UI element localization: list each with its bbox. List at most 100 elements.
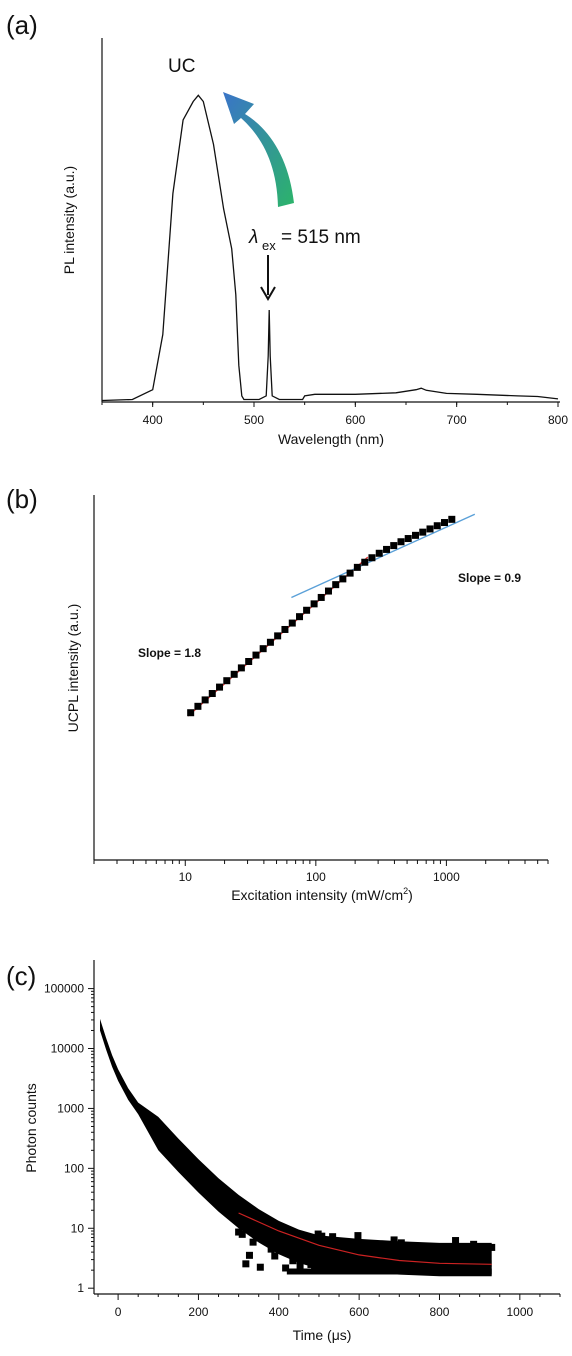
- panel-c-noise-point: [354, 1232, 362, 1240]
- panel-b-x-label: Excitation intensity (mW/cm2): [231, 886, 413, 903]
- panel-a-x-tick-label: 400: [143, 413, 163, 427]
- panel-a-y-label: PL intensity (a.u.): [61, 166, 77, 274]
- panel-c-y-tick-label: 100000: [44, 982, 84, 996]
- panel-c-noise-point: [264, 1235, 272, 1243]
- panel-b-data-point: [383, 545, 391, 553]
- panel-c-noise-point: [383, 1256, 391, 1264]
- panel-c-x-tick-label: 600: [349, 1305, 369, 1319]
- panel-b-data-point: [440, 519, 448, 527]
- panel-c-noise-point: [292, 1237, 300, 1245]
- panel-c-noise-point: [477, 1253, 485, 1261]
- panel-b-data-point: [353, 563, 361, 571]
- panel-c-x-tick-label: 800: [429, 1305, 449, 1319]
- panel-b-data-point: [208, 690, 216, 698]
- panel-b-data-point: [361, 558, 369, 566]
- panel-b-data-point: [296, 613, 304, 621]
- panel-c-noise-point: [368, 1256, 376, 1264]
- panel-b-data-point: [274, 632, 282, 640]
- panel-c-noise-point: [307, 1260, 315, 1268]
- panel-b-data-point: [237, 664, 245, 672]
- panel-c-noise-point: [318, 1232, 326, 1240]
- panel-b-data-point: [390, 542, 398, 550]
- panel-b-data-point: [324, 587, 332, 595]
- slope-1-label: Slope = 1.8: [138, 646, 201, 660]
- panel-a-x-ticks: 400 500 600 700 800: [101, 402, 568, 427]
- panel-b-data-point: [426, 525, 434, 533]
- panel-c-noise-point: [314, 1230, 322, 1238]
- panel-a-x-tick-label: 500: [244, 413, 264, 427]
- panel-c-noise-point: [303, 1248, 311, 1256]
- panel-c-noise-point: [358, 1252, 366, 1260]
- panel-c-y-tick-label: 1000: [57, 1101, 84, 1115]
- panel-c-noise-point: [372, 1262, 380, 1270]
- panel-b-data-points: [187, 515, 456, 717]
- upconversion-arrow: [223, 92, 294, 207]
- panel-b-data-point: [230, 670, 238, 678]
- panel-c-noise-point: [300, 1245, 308, 1253]
- panel-c-noise-point: [329, 1233, 337, 1241]
- panel-b-data-point: [346, 569, 354, 577]
- panel-c-noise-point: [452, 1237, 460, 1245]
- panel-c-noise-point: [350, 1261, 358, 1269]
- panel-c-y-tick-label: 10: [71, 1221, 85, 1235]
- panel-c-noise-point: [278, 1237, 286, 1245]
- panel-c-noise-point: [249, 1238, 257, 1246]
- lambda-subscript: ex: [262, 238, 276, 253]
- panel-c-y-tick-label: 100: [64, 1161, 84, 1175]
- panel-c-x-label: Time (μs): [293, 1327, 352, 1343]
- panel-c-noise-point: [238, 1230, 246, 1238]
- slope-2-label: Slope = 0.9: [458, 571, 521, 585]
- panel-c-noise-point: [480, 1259, 488, 1267]
- panel-c-noise-point: [419, 1246, 427, 1254]
- panel-c-noise-point: [448, 1247, 456, 1255]
- panel-b-data-point: [419, 528, 427, 536]
- panel-c-baseline-bar: [286, 1268, 492, 1275]
- panel-b-data-point: [339, 575, 347, 583]
- panel-c-noise-point: [361, 1260, 369, 1268]
- panel-c-noise-point: [343, 1243, 351, 1251]
- panel-c-noise-point: [325, 1251, 333, 1259]
- panel-c-y-tick-label: 10000: [51, 1042, 85, 1056]
- panel-c-noise-point: [285, 1245, 293, 1253]
- panel-c-noise-point: [235, 1228, 243, 1236]
- panel-c-label: (c): [6, 961, 36, 991]
- panel-b-data-point: [187, 709, 195, 717]
- panel-a-x-tick-label: 800: [548, 413, 568, 427]
- panel-b-data-point: [412, 531, 420, 539]
- panel-b: (b) 10 100 1000 Slope = 1.8 Slope = 0.9 Ex…: [6, 484, 549, 903]
- panel-b-data-point: [288, 619, 296, 627]
- panel-c-noise-point: [488, 1243, 496, 1251]
- panel-c-noise-point: [459, 1253, 467, 1261]
- panel-c-noise-point: [466, 1253, 474, 1261]
- panel-c-noise-point: [430, 1253, 438, 1261]
- panel-c-noise-point: [379, 1256, 387, 1264]
- panel-c-noise-point: [423, 1263, 431, 1271]
- panel-c-noise-point: [274, 1225, 282, 1233]
- panel-c-noise-point: [336, 1252, 344, 1260]
- panel-c-noise-point: [332, 1261, 340, 1269]
- panel-c-x-tick-label: 400: [269, 1305, 289, 1319]
- panel-b-data-point: [317, 593, 325, 601]
- panel-b-x-tick-label: 10: [179, 870, 193, 884]
- panel-c-x-tick-label: 0: [115, 1305, 122, 1319]
- panel-c-noise-point: [289, 1257, 297, 1265]
- panel-c-noise-point: [473, 1253, 481, 1261]
- panel-b-x-ticks: 10 100 1000: [93, 860, 549, 884]
- excitation-value-label: = 515 nm: [281, 227, 361, 248]
- panel-c-noise-point: [405, 1260, 413, 1268]
- panel-b-data-point: [368, 554, 376, 562]
- panel-c-decay-data: [100, 1018, 496, 1277]
- panel-c-noise-point: [256, 1263, 264, 1271]
- panel-a-label: (a): [6, 10, 38, 40]
- panel-c-noise-point: [401, 1252, 409, 1260]
- panel-c-noise-point: [426, 1260, 434, 1268]
- panel-c-noise-point: [347, 1257, 355, 1265]
- panel-b-y-label: UCPL intensity (a.u.): [65, 604, 81, 733]
- panel-c-noise-point: [245, 1251, 253, 1259]
- lambda-symbol: λ: [248, 227, 258, 248]
- panel-b-data-point: [223, 677, 231, 685]
- panel-c-noise-point: [441, 1254, 449, 1262]
- panel-c-x-tick-label: 1000: [506, 1305, 533, 1319]
- panel-b-data-point: [404, 535, 412, 543]
